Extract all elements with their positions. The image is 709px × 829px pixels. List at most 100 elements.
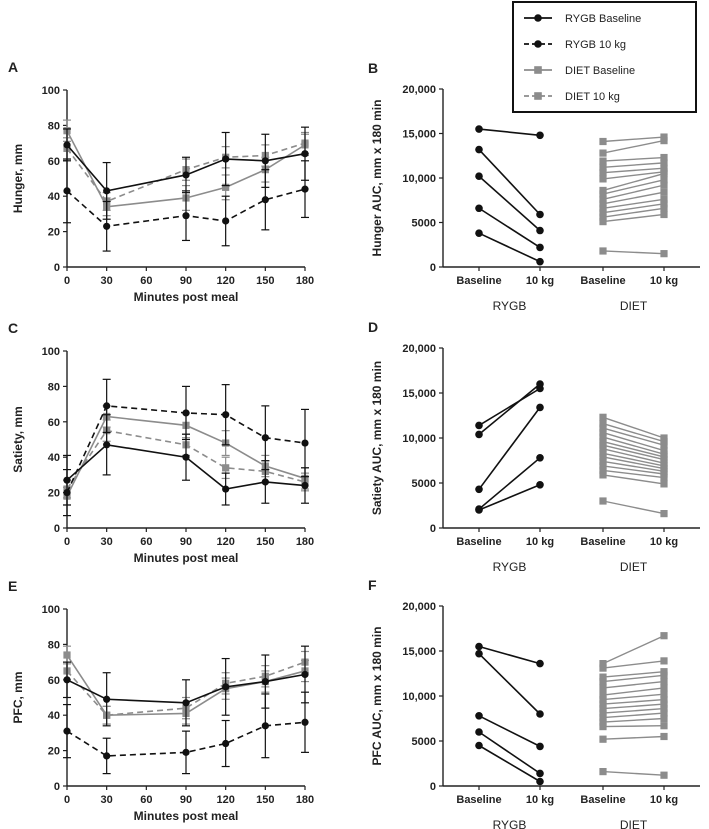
y-axis-label: Hunger AUC, mm x 180 min [370, 100, 384, 257]
pair-line [478, 383, 541, 436]
data-point [103, 222, 111, 230]
data-point [182, 748, 190, 756]
data-point [222, 217, 230, 225]
x-tick-label: 30 [101, 794, 113, 806]
data-point [660, 722, 668, 730]
data-point [660, 668, 668, 676]
x-tick-label: 10 kg [526, 275, 554, 287]
data-point [475, 741, 483, 750]
data-point [536, 380, 544, 388]
x-tick-label: 30 [101, 536, 113, 548]
series-line [66, 144, 306, 192]
data-point [63, 141, 71, 149]
x-tick-label: 90 [180, 536, 192, 548]
data-point [301, 670, 309, 679]
data-point [536, 742, 544, 751]
y-tick-label: 0 [430, 523, 436, 535]
data-point [475, 649, 483, 658]
data-point [222, 739, 230, 748]
data-point [599, 466, 607, 474]
data-point [660, 250, 668, 258]
data-point [63, 489, 71, 497]
data-point [599, 424, 607, 432]
y-axis-label: PFC AUC, mm x 180 min [370, 627, 384, 766]
data-point [301, 481, 309, 490]
data-point [599, 445, 607, 453]
x-tick-label: 120 [216, 275, 234, 287]
data-point [475, 485, 483, 494]
y-tick-label: 15,000 [402, 646, 436, 658]
pair-line [602, 693, 665, 701]
data-point [599, 204, 607, 212]
y-tick-label: 0 [430, 781, 436, 793]
data-point [599, 497, 607, 505]
data-point [599, 195, 607, 203]
x-tick-label: 30 [101, 275, 113, 287]
x-axis-label: Minutes post meal [134, 551, 239, 565]
data-point [660, 474, 668, 482]
data-point [536, 257, 544, 266]
data-point [261, 196, 269, 204]
data-point [660, 159, 668, 167]
data-point [599, 718, 607, 726]
time-panel-a: A 0 20 40 60 80 100 0 30 60 90 120 150 180 Minutes pos… [8, 59, 314, 304]
pair-line [602, 474, 665, 485]
data-point [63, 651, 71, 659]
pair-line [602, 698, 665, 705]
x-tick-label: 60 [140, 275, 152, 287]
pair-line [478, 715, 541, 748]
data-point [660, 671, 668, 679]
data-point [599, 137, 607, 146]
data-point [475, 728, 483, 736]
data-point [475, 145, 483, 154]
data-point [182, 699, 190, 707]
data-point [599, 190, 607, 198]
data-point [536, 777, 544, 786]
data-point [599, 735, 607, 743]
x-tick-label: 90 [180, 794, 192, 806]
y-tick-label: 40 [48, 710, 60, 722]
data-point [599, 163, 607, 171]
y-tick-label: 0 [54, 523, 60, 535]
data-point [660, 657, 668, 665]
data-point [599, 714, 607, 722]
group-label-diet: DIET [620, 818, 648, 829]
pair-line [478, 744, 541, 783]
series-rygb-pairs [475, 380, 544, 514]
data-point [599, 471, 607, 479]
x-tick-label: 150 [256, 536, 274, 548]
x-tick-label: 180 [296, 275, 314, 287]
data-point [660, 709, 668, 717]
x-tick-label: 10 kg [526, 794, 554, 806]
data-point [103, 187, 111, 195]
data-point [599, 169, 607, 177]
x-tick-label: 120 [216, 794, 234, 806]
pair-line [602, 707, 665, 714]
data-point [475, 125, 483, 133]
pair-line [478, 406, 541, 490]
panel-letter: F [368, 577, 377, 593]
data-point [536, 659, 544, 668]
series-line [66, 443, 306, 490]
data-point [599, 673, 607, 681]
pair-line [602, 687, 665, 696]
pair-line [602, 680, 665, 689]
data-point [103, 402, 111, 410]
data-point [599, 200, 607, 208]
data-point [599, 413, 607, 421]
group-label-rygb: RYGB [493, 818, 527, 829]
y-tick-label: 60 [48, 675, 60, 687]
y-tick-label: 20,000 [402, 84, 436, 96]
data-point [475, 430, 483, 439]
data-point [660, 771, 668, 779]
data-point [475, 204, 483, 213]
y-tick-label: 100 [42, 85, 60, 97]
data-point [63, 187, 71, 195]
y-tick-label: 60 [48, 417, 60, 429]
pair-line [602, 440, 665, 458]
y-tick-label: 0 [54, 781, 60, 793]
pair-line [602, 207, 665, 218]
data-point [599, 664, 607, 672]
data-point [599, 709, 607, 717]
group-label-rygb: RYGB [493, 560, 527, 574]
